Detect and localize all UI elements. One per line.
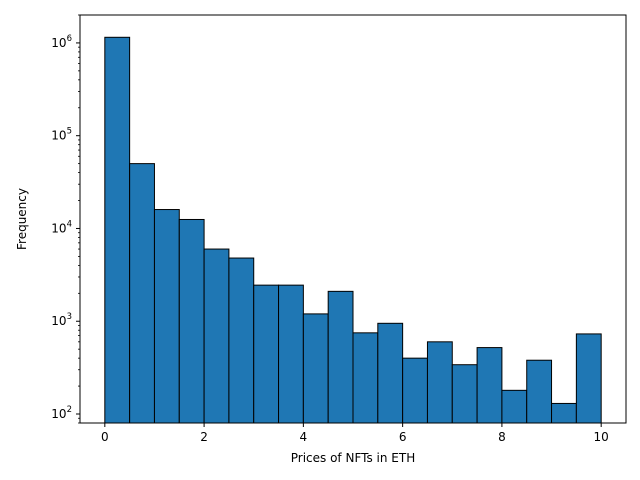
histogram-bar <box>501 389 528 424</box>
histogram-bar <box>178 218 205 424</box>
histogram-bar <box>575 333 602 424</box>
histogram-bar <box>377 322 404 424</box>
histogram-bar <box>352 332 379 424</box>
y-tick-label: 105 <box>51 127 72 143</box>
histogram-bar <box>228 257 255 424</box>
histogram-bar <box>327 290 354 424</box>
histogram-bar <box>302 313 329 424</box>
bars-group <box>104 36 602 424</box>
histogram-bar <box>153 209 180 424</box>
plot-frame <box>79 14 627 424</box>
x-tick-label: 6 <box>399 430 407 444</box>
histogram-bar <box>129 163 155 424</box>
histogram-bar <box>203 248 230 424</box>
y-axis-ticks: 102 103 104 105 106 <box>51 34 80 421</box>
histogram-bar <box>451 364 478 424</box>
y-tick-label: 104 <box>51 219 72 235</box>
y-tick-label: 102 <box>51 405 72 421</box>
x-axis-ticks: 0 2 4 6 8 10 <box>101 423 609 444</box>
x-tick-label: 10 <box>594 430 609 444</box>
x-tick-label: 8 <box>498 430 506 444</box>
histogram-bar <box>104 36 131 424</box>
x-tick-label: 2 <box>200 430 208 444</box>
histogram-bar <box>476 347 503 424</box>
y-tick-label: 103 <box>51 312 72 328</box>
histogram-bar <box>253 284 280 424</box>
histogram-bar <box>526 359 553 424</box>
y-axis-label: Frequency <box>15 188 29 250</box>
x-axis-label: Prices of NFTs in ETH <box>291 451 416 465</box>
x-tick-label: 4 <box>300 430 308 444</box>
histogram-bar <box>426 341 453 424</box>
histogram-bar <box>402 357 428 424</box>
histogram-bar <box>278 284 304 424</box>
histogram-bar <box>551 402 577 424</box>
y-tick-label: 106 <box>51 34 72 50</box>
x-tick-label: 0 <box>101 430 109 444</box>
